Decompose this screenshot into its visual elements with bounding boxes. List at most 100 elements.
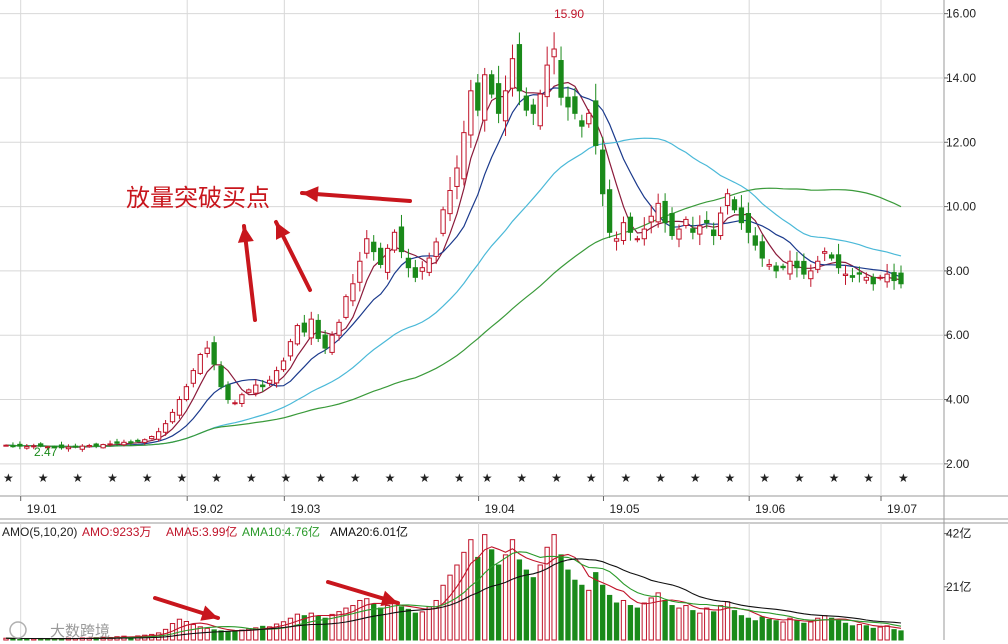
amo-bar xyxy=(364,598,370,641)
candle-body xyxy=(537,93,543,127)
candle-body xyxy=(3,444,9,447)
price-tick-label: 16.00 xyxy=(946,7,976,21)
star-marker: ★ xyxy=(516,471,527,485)
star-marker: ★ xyxy=(759,471,770,485)
candle-body xyxy=(766,263,772,267)
candle-body xyxy=(301,322,307,333)
star-marker: ★ xyxy=(38,471,49,485)
candle-body xyxy=(246,389,252,393)
candle-body xyxy=(586,112,592,125)
candle-body xyxy=(808,270,814,280)
arrow-head xyxy=(276,222,291,240)
amo-bar xyxy=(398,606,405,641)
star-marker: ★ xyxy=(690,471,701,485)
candle-body xyxy=(662,200,668,224)
candle-body xyxy=(266,379,273,384)
candle-body xyxy=(433,241,439,257)
candle-body xyxy=(655,202,661,223)
candle-body xyxy=(461,132,467,180)
amo-bar xyxy=(322,617,328,641)
candle-body xyxy=(842,273,849,277)
candle-body xyxy=(884,273,890,283)
amo-bar xyxy=(891,629,897,641)
candle-body xyxy=(31,445,37,448)
amo-bar xyxy=(426,606,432,641)
star-marker: ★ xyxy=(107,471,118,485)
amo-bar xyxy=(766,618,772,641)
candle-body xyxy=(176,399,183,416)
candle-body xyxy=(17,443,23,447)
watermark-logo-icon xyxy=(9,621,27,639)
moving-average-lines xyxy=(5,81,902,448)
amo-bar xyxy=(877,626,883,641)
candle-body xyxy=(711,229,717,237)
candle-body xyxy=(280,360,287,371)
star-marker: ★ xyxy=(385,471,396,485)
candle-body xyxy=(440,209,446,234)
candle-body xyxy=(600,149,606,195)
candle-body xyxy=(329,334,335,353)
candle-body xyxy=(239,394,245,404)
watermark-text: 大数跨境 xyxy=(50,622,110,640)
amo-bar xyxy=(731,610,738,641)
price-tick-label: 8.00 xyxy=(946,264,970,278)
star-marker: ★ xyxy=(620,471,631,485)
candle-body xyxy=(794,260,800,269)
candle-body xyxy=(260,384,266,388)
candle-body xyxy=(135,439,141,442)
ama20-label: AMA20:6.01亿 xyxy=(330,524,408,539)
amo-bar xyxy=(627,605,634,641)
candle-body xyxy=(558,60,564,98)
amo-bar xyxy=(447,574,453,641)
candle-body xyxy=(371,241,377,253)
amo-bar xyxy=(717,605,724,641)
candle-body xyxy=(676,228,682,240)
candle-body xyxy=(530,104,536,114)
candle-body xyxy=(232,402,238,405)
amo-title: AMO(5,10,20) xyxy=(2,525,77,539)
candle-body xyxy=(627,216,634,233)
amo-bar xyxy=(204,627,210,641)
amo-bar xyxy=(308,612,314,641)
star-marker: ★ xyxy=(246,471,257,485)
amo-bar xyxy=(856,624,863,641)
amo-bar xyxy=(558,554,564,641)
amo-value-label: AMO:9233万 xyxy=(82,525,151,539)
candle-body xyxy=(225,384,231,401)
star-marker: ★ xyxy=(176,471,187,485)
amo-bar xyxy=(849,625,856,641)
price-tick-label: 10.00 xyxy=(946,200,976,214)
min-price-label: 2.47 xyxy=(34,445,58,459)
candle-body xyxy=(350,283,356,302)
candle-body xyxy=(162,423,169,433)
candle-body xyxy=(738,207,745,224)
candle-body xyxy=(634,238,641,241)
amo-bar xyxy=(600,584,606,641)
star-marker: ★ xyxy=(863,471,874,485)
candle-body xyxy=(142,439,148,443)
candle-body xyxy=(870,276,876,285)
amo-bar xyxy=(780,621,786,641)
candle-body xyxy=(822,251,828,254)
candle-body xyxy=(38,443,44,447)
candle-body xyxy=(828,254,835,259)
amo-bar xyxy=(586,589,592,641)
candle-body xyxy=(211,342,217,365)
candle-body xyxy=(114,441,120,444)
amo-bar xyxy=(176,618,183,641)
amo-bar xyxy=(266,626,273,641)
amo-bar xyxy=(294,613,301,641)
amo-bar xyxy=(613,602,620,641)
star-marker: ★ xyxy=(211,471,222,485)
star-marker: ★ xyxy=(142,471,153,485)
amo-tick-label: 21亿 xyxy=(946,579,971,594)
amo-bar xyxy=(336,611,342,641)
candle-body xyxy=(787,260,793,275)
ma-line xyxy=(5,86,902,448)
candle-body xyxy=(419,267,425,272)
amo-bar xyxy=(648,597,654,641)
date-tick-label: 19.07 xyxy=(887,502,917,516)
amo-bar xyxy=(801,622,807,641)
candle-body xyxy=(516,44,523,92)
candle-body xyxy=(898,272,904,285)
